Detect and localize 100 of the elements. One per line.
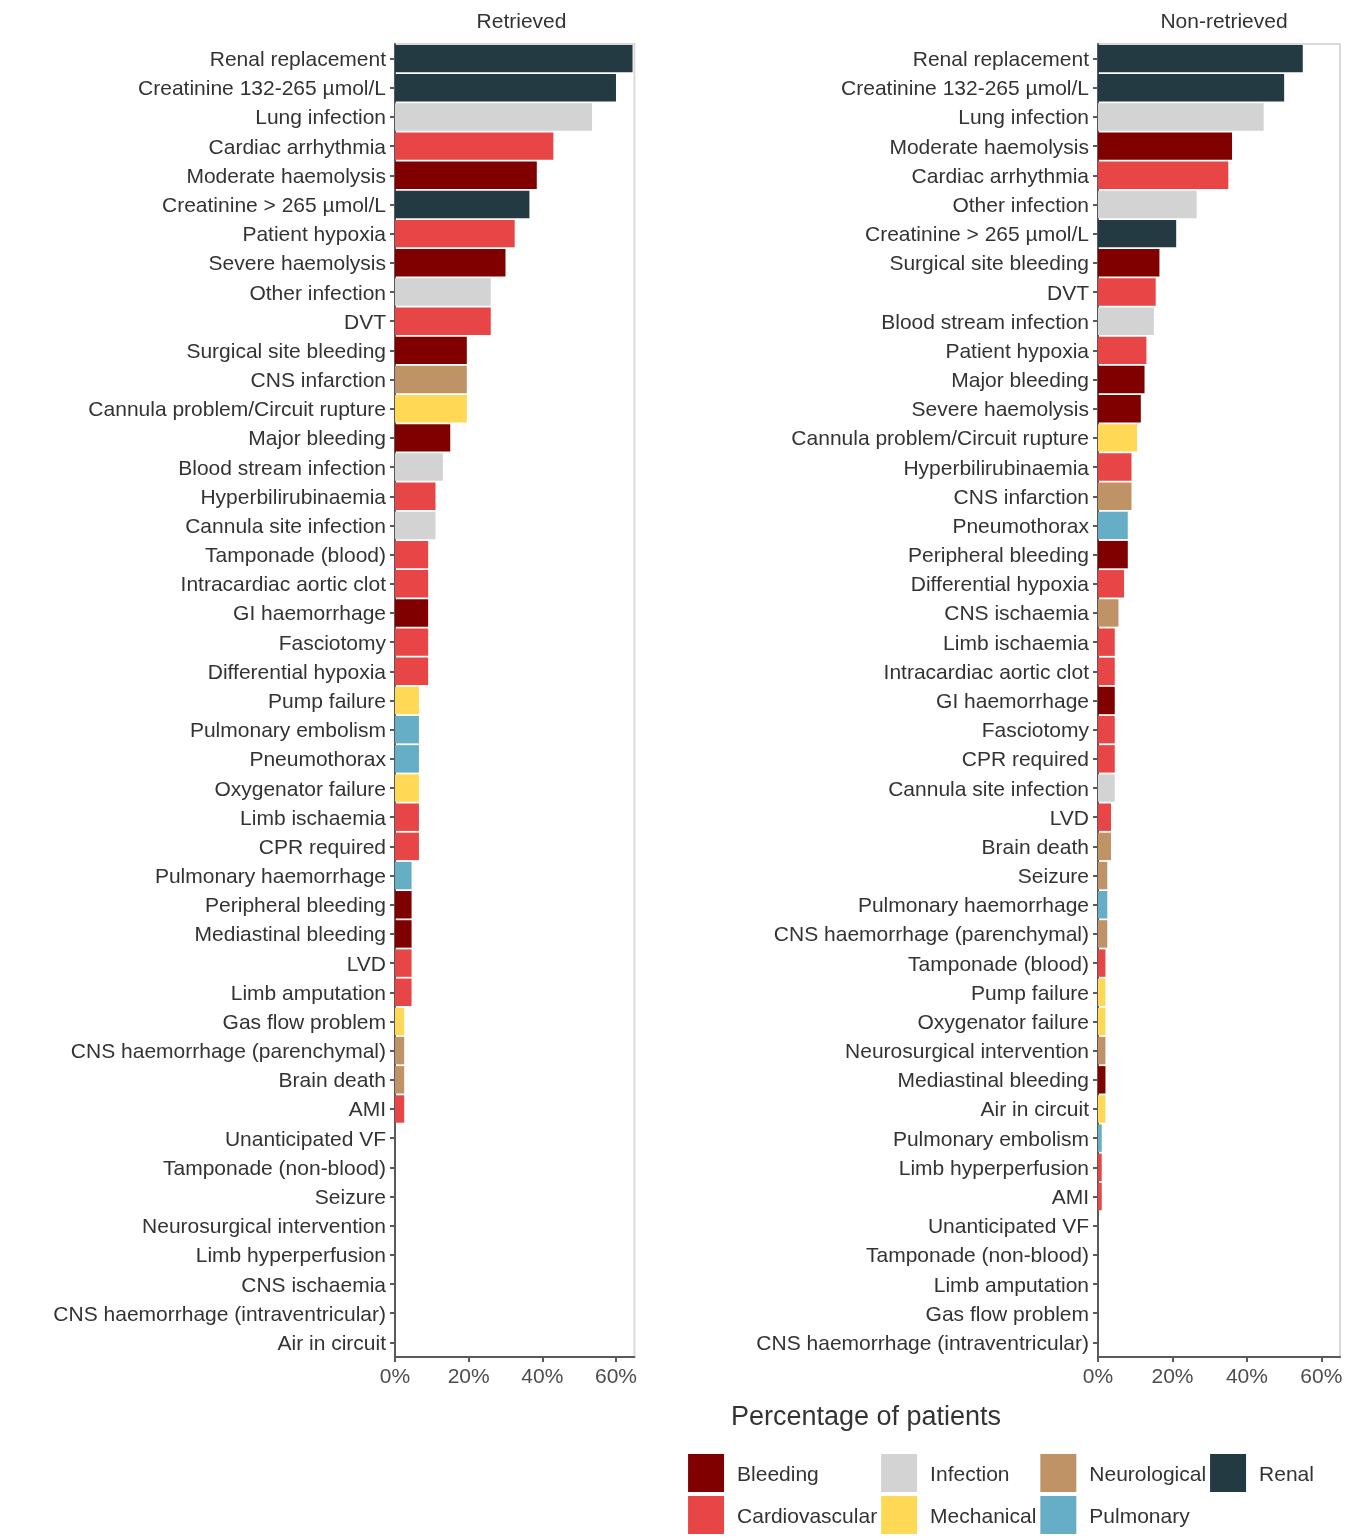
- bar: [1098, 307, 1154, 335]
- bar: [395, 570, 429, 598]
- y-tick-label: Creatinine 132-265 µmol/L: [138, 76, 386, 100]
- bar: [1098, 103, 1264, 131]
- y-tick-label: Blood stream infection: [881, 309, 1089, 333]
- bar: [395, 832, 419, 861]
- bar: [395, 1036, 405, 1065]
- bar: [395, 745, 419, 773]
- bar: [1098, 161, 1229, 190]
- y-tick-label: Cannula problem/Circuit rupture: [791, 426, 1089, 450]
- bar: [395, 715, 419, 744]
- bar: [1098, 599, 1119, 627]
- x-tick-label: 60%: [594, 1364, 637, 1387]
- y-tick-label: Gas flow problem: [925, 1301, 1089, 1325]
- x-tick-label: 40%: [1225, 1364, 1268, 1387]
- y-tick-label: Creatinine > 265 µmol/L: [162, 192, 386, 216]
- legend-label: Bleeding: [737, 1461, 819, 1485]
- y-tick-label: Tamponade (blood): [205, 543, 386, 567]
- bar: [395, 219, 515, 248]
- y-tick-label: Cardiac arrhythmia: [208, 134, 387, 158]
- y-tick-label: Fasciotomy: [278, 630, 387, 654]
- bar: [395, 657, 429, 686]
- bar: [395, 44, 633, 73]
- bar: [1098, 570, 1125, 598]
- y-tick-label: Patient hypoxia: [945, 338, 1090, 362]
- y-tick-label: Severe haemolysis: [208, 251, 386, 275]
- y-tick-label: Lung infection: [255, 105, 386, 129]
- y-tick-label: CPR required: [961, 747, 1089, 771]
- y-tick-label: Mediastinal bleeding: [897, 1068, 1089, 1092]
- bar: [1098, 832, 1112, 861]
- bar: [1098, 511, 1128, 540]
- y-tick-label: Oxygenator failure: [917, 1009, 1089, 1033]
- y-tick-label: Differential hypoxia: [207, 659, 387, 683]
- y-tick-label: Pump failure: [268, 689, 386, 712]
- bar: [1098, 978, 1106, 1006]
- y-tick-label: DVT: [1047, 280, 1090, 304]
- y-tick-label: CNS haemorrhage (parenchymal): [773, 922, 1089, 946]
- bar: [1098, 1036, 1106, 1065]
- y-tick-label: Air in circuit: [980, 1097, 1090, 1121]
- bar: [395, 540, 429, 569]
- y-tick-label: Tamponade (non-blood): [866, 1243, 1089, 1267]
- bar: [1098, 336, 1147, 365]
- y-tick-label: Blood stream infection: [178, 455, 386, 479]
- y-tick-label: Pulmonary embolism: [892, 1126, 1089, 1150]
- bar: [395, 482, 436, 510]
- y-tick-label: Air in circuit: [277, 1330, 387, 1354]
- bar: [1098, 74, 1285, 102]
- bar: [395, 249, 506, 277]
- bar: [395, 132, 554, 160]
- y-tick-label: Moderate haemolysis: [889, 134, 1089, 158]
- y-tick-label: Limb amputation: [933, 1272, 1089, 1296]
- y-tick-label: Brain death: [278, 1068, 386, 1092]
- bar: [1098, 1153, 1102, 1182]
- y-tick-label: Unanticipated VF: [927, 1214, 1089, 1238]
- y-tick-label: GI haemorrhage: [936, 689, 1089, 712]
- y-tick-label: CNS infarction: [953, 484, 1089, 508]
- y-tick-label: DVT: [344, 309, 387, 333]
- bar: [1098, 774, 1115, 802]
- bar: [395, 190, 530, 219]
- bar: [1098, 1124, 1102, 1152]
- x-tick-label: 0%: [379, 1364, 411, 1387]
- chart-title: Retrieved: [476, 9, 567, 32]
- y-tick-label: Pulmonary embolism: [189, 718, 386, 742]
- bar: [1098, 219, 1177, 248]
- y-tick-label: Tamponade (non-blood): [163, 1155, 386, 1179]
- x-tick-label: 60%: [1300, 1364, 1343, 1387]
- y-tick-label: CNS infarction: [250, 368, 386, 392]
- legend-label: Neurological: [1089, 1461, 1207, 1485]
- y-tick-label: Neurosurgical intervention: [845, 1039, 1089, 1063]
- bar: [395, 1095, 405, 1123]
- bar: [395, 949, 412, 977]
- y-tick-label: Limb ischaemia: [943, 630, 1090, 654]
- bar: [1098, 803, 1112, 831]
- y-tick-label: Intracardiac aortic clot: [883, 659, 1090, 683]
- bar: [395, 686, 419, 715]
- y-tick-label: Fasciotomy: [981, 718, 1090, 742]
- bar: [395, 453, 443, 481]
- bar: [1098, 657, 1115, 686]
- bar: [395, 891, 412, 919]
- y-tick-label: LVD: [346, 951, 386, 975]
- y-tick-label: Mediastinal bleeding: [194, 922, 386, 946]
- y-tick-label: Limb amputation: [230, 980, 386, 1004]
- bar: [395, 599, 429, 627]
- bar: [1098, 249, 1160, 277]
- y-tick-label: Lung infection: [958, 105, 1089, 129]
- bar: [1098, 395, 1141, 423]
- y-tick-label: Cardiac arrhythmia: [911, 163, 1090, 187]
- y-tick-label: Renal replacement: [912, 47, 1090, 71]
- x-tick-label: 20%: [1151, 1364, 1194, 1387]
- bar: [1098, 482, 1132, 510]
- bar: [395, 861, 412, 890]
- y-tick-label: Tamponade (blood): [908, 951, 1089, 975]
- y-tick-label: CNS haemorrhage (intraventricular): [53, 1301, 386, 1325]
- y-tick-label: CNS ischaemia: [944, 601, 1090, 625]
- bar: [1098, 949, 1106, 977]
- y-tick-label: Surgical site bleeding: [889, 251, 1089, 275]
- bar: [1098, 920, 1108, 948]
- bar: [1098, 628, 1115, 656]
- y-tick-label: Limb hyperperfusion: [898, 1155, 1089, 1179]
- bar: [395, 307, 491, 335]
